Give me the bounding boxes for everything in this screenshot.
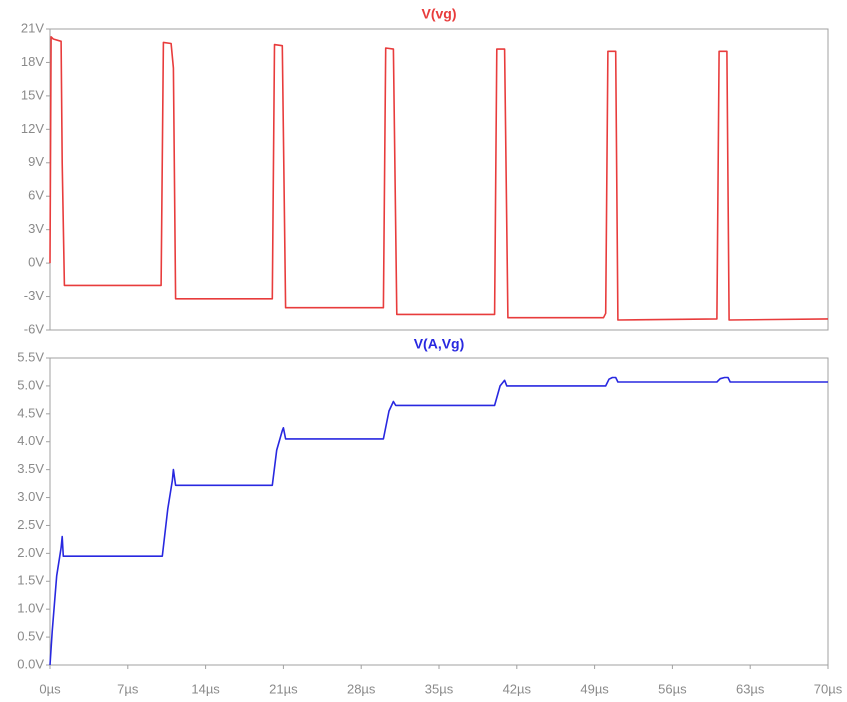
x-tick-label: 63µs bbox=[736, 681, 765, 696]
y-tick-label: 0.5V bbox=[17, 629, 44, 644]
x-tick-label: 0µs bbox=[39, 681, 61, 696]
y-tick-label: 4.0V bbox=[17, 433, 44, 448]
chart-title: V(A,Vg) bbox=[414, 336, 465, 352]
y-tick-label: 3.0V bbox=[17, 489, 44, 504]
x-tick-label: 42µs bbox=[503, 681, 532, 696]
x-tick-label: 14µs bbox=[191, 681, 220, 696]
y-tick-label: 0V bbox=[28, 255, 44, 270]
x-tick-label: 7µs bbox=[117, 681, 139, 696]
y-tick-label: 1.5V bbox=[17, 573, 44, 588]
y-tick-label: -6V bbox=[24, 321, 45, 336]
y-tick-label: 5.5V bbox=[17, 349, 44, 364]
y-tick-label: 0.0V bbox=[17, 656, 44, 671]
y-tick-label: 5.0V bbox=[17, 377, 44, 392]
x-tick-label: 70µs bbox=[814, 681, 843, 696]
trace bbox=[49, 376, 828, 666]
y-tick-label: 3.5V bbox=[17, 461, 44, 476]
x-tick-label: 28µs bbox=[347, 681, 376, 696]
trace bbox=[49, 36, 829, 321]
y-tick-label: 1.0V bbox=[17, 601, 44, 616]
y-tick-label: 12V bbox=[21, 121, 44, 136]
y-tick-label: 2.5V bbox=[17, 517, 44, 532]
x-tick-label: 21µs bbox=[269, 681, 298, 696]
y-tick-label: 4.5V bbox=[17, 405, 44, 420]
y-tick-label: 3V bbox=[28, 221, 44, 236]
y-tick-label: 15V bbox=[21, 87, 44, 102]
y-tick-label: 18V bbox=[21, 54, 44, 69]
y-tick-label: -3V bbox=[24, 288, 45, 303]
x-tick-label: 35µs bbox=[425, 681, 454, 696]
y-tick-label: 2.0V bbox=[17, 545, 44, 560]
plot-frame bbox=[49, 28, 829, 331]
y-tick-label: 9V bbox=[28, 154, 44, 169]
x-tick-label: 49µs bbox=[580, 681, 609, 696]
y-tick-label: 21V bbox=[21, 20, 44, 35]
y-tick-label: 6V bbox=[28, 188, 44, 203]
x-tick-label: 56µs bbox=[658, 681, 687, 696]
chart-title: V(vg) bbox=[422, 6, 457, 22]
